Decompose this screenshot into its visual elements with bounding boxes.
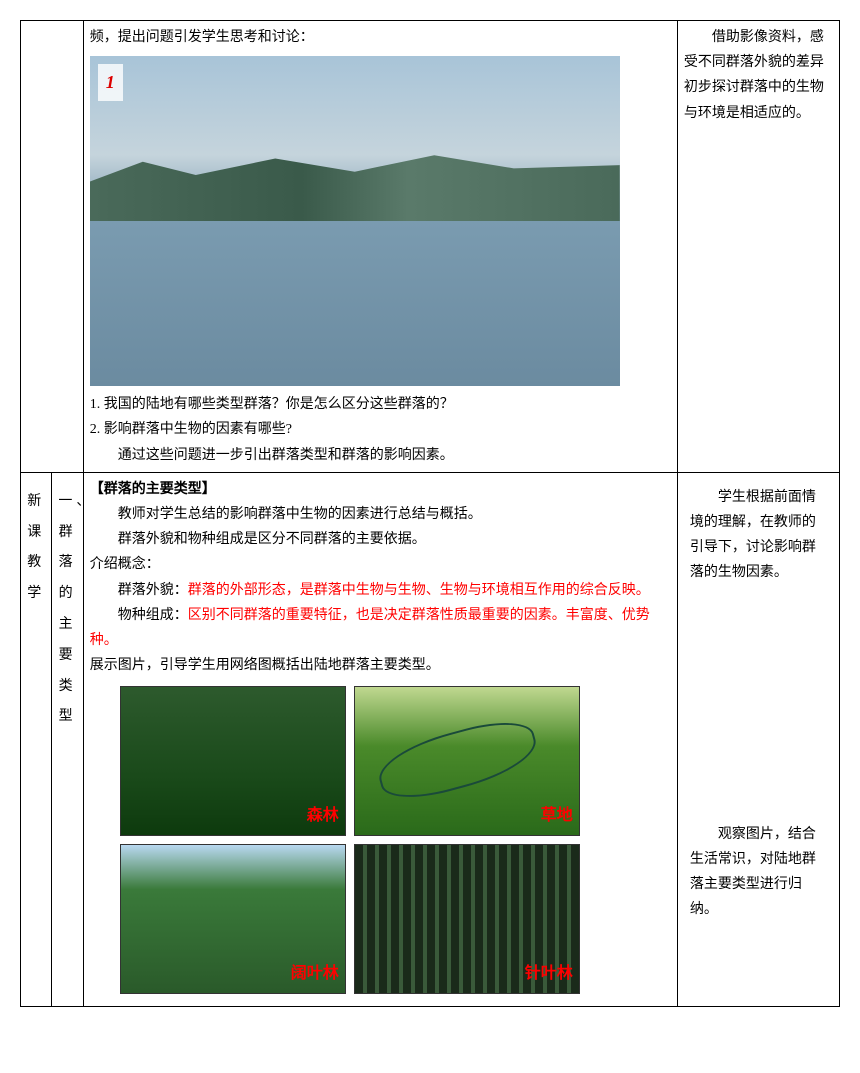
biome-conifer-image: 针叶林 bbox=[354, 844, 580, 994]
video-marker: 1 bbox=[98, 64, 123, 100]
def2-label: 物种组成： bbox=[118, 608, 188, 623]
row2-side-cell: 学生根据前面情境的理解，在教师的引导下，讨论影响群落的生物因素。 观察图片，结合… bbox=[677, 472, 839, 1007]
para-3: 介绍概念： bbox=[90, 552, 671, 577]
question-summary: 通过这些问题进一步引出群落类型和群落的影响因素。 bbox=[90, 443, 671, 468]
row1-label-cell bbox=[21, 21, 84, 473]
para-1: 教师对学生总结的影响群落中生物的因素进行总结与概括。 bbox=[90, 502, 671, 527]
section-sub-label: 一、 群 落 的 主 要 类 型 bbox=[58, 477, 76, 733]
para-4: 展示图片，引导学生用网络图概括出陆地群落主要类型。 bbox=[90, 653, 671, 678]
section-heading: 【群落的主要类型】 bbox=[90, 477, 671, 502]
def1-label: 群落外貌： bbox=[118, 583, 188, 598]
intro-text: 频，提出问题引发学生思考和讨论： bbox=[90, 25, 671, 50]
page-container: 频，提出问题引发学生思考和讨论： 1 1. 我国的陆地有哪些类型群落？你是怎么区… bbox=[20, 20, 840, 1007]
para-2: 群落外貌和物种组成是区分不同群落的主要依据。 bbox=[90, 527, 671, 552]
definition-2: 物种组成：区别不同群落的重要特征，也是决定群落性质最重要的因素。丰富度、优势种。 bbox=[90, 603, 671, 653]
table-row: 新课教学 一、 群 落 的 主 要 类 型 【群落的主要类型】 教师对学生总结的… bbox=[21, 472, 840, 1007]
row1-content-cell: 频，提出问题引发学生思考和讨论： 1 1. 我国的陆地有哪些类型群落？你是怎么区… bbox=[83, 21, 677, 473]
biome-forest-label: 森林 bbox=[307, 802, 339, 831]
question-1: 1. 我国的陆地有哪些类型群落？你是怎么区分这些群落的？ bbox=[90, 392, 671, 417]
biome-conifer-label: 针叶林 bbox=[525, 960, 573, 989]
def1-content: 群落的外部形态，是群落中生物与生物、生物与环境相互作用的综合反映。 bbox=[188, 583, 650, 598]
row1-side-note: 借助影像资料，感受不同群落外貌的差异初步探讨群落中的生物与环境是相适应的。 bbox=[677, 21, 839, 473]
biome-grassland-image: 草地 bbox=[354, 686, 580, 836]
table-row: 频，提出问题引发学生思考和讨论： 1 1. 我国的陆地有哪些类型群落？你是怎么区… bbox=[21, 21, 840, 473]
definition-1: 群落外貌：群落的外部形态，是群落中生物与生物、生物与环境相互作用的综合反映。 bbox=[90, 578, 671, 603]
biome-broadleaf-label: 阔叶林 bbox=[291, 960, 339, 989]
section-main-label: 新课教学 bbox=[27, 477, 45, 610]
question-2: 2. 影响群落中生物的因素有哪些? bbox=[90, 417, 671, 442]
row2-col1-cell: 新课教学 bbox=[21, 472, 52, 1007]
biome-grassland-label: 草地 bbox=[541, 802, 573, 831]
side-spacer bbox=[684, 634, 833, 814]
row2-col2-cell: 一、 群 落 的 主 要 类 型 bbox=[52, 472, 83, 1007]
landscape-video-image: 1 bbox=[90, 56, 620, 386]
row2-side-note-2: 观察图片，结合生活常识，对陆地群落主要类型进行归纳。 bbox=[684, 814, 833, 931]
biome-forest-image: 森林 bbox=[120, 686, 346, 836]
lesson-plan-table: 频，提出问题引发学生思考和讨论： 1 1. 我国的陆地有哪些类型群落？你是怎么区… bbox=[20, 20, 840, 1007]
row2-side-note-1: 学生根据前面情境的理解，在教师的引导下，讨论影响群落的生物因素。 bbox=[684, 477, 833, 594]
row2-content-cell: 【群落的主要类型】 教师对学生总结的影响群落中生物的因素进行总结与概括。 群落外… bbox=[83, 472, 677, 1007]
biome-broadleaf-image: 阔叶林 bbox=[120, 844, 346, 994]
biome-image-grid: 森林 草地 阔叶林 针叶林 bbox=[120, 686, 580, 994]
